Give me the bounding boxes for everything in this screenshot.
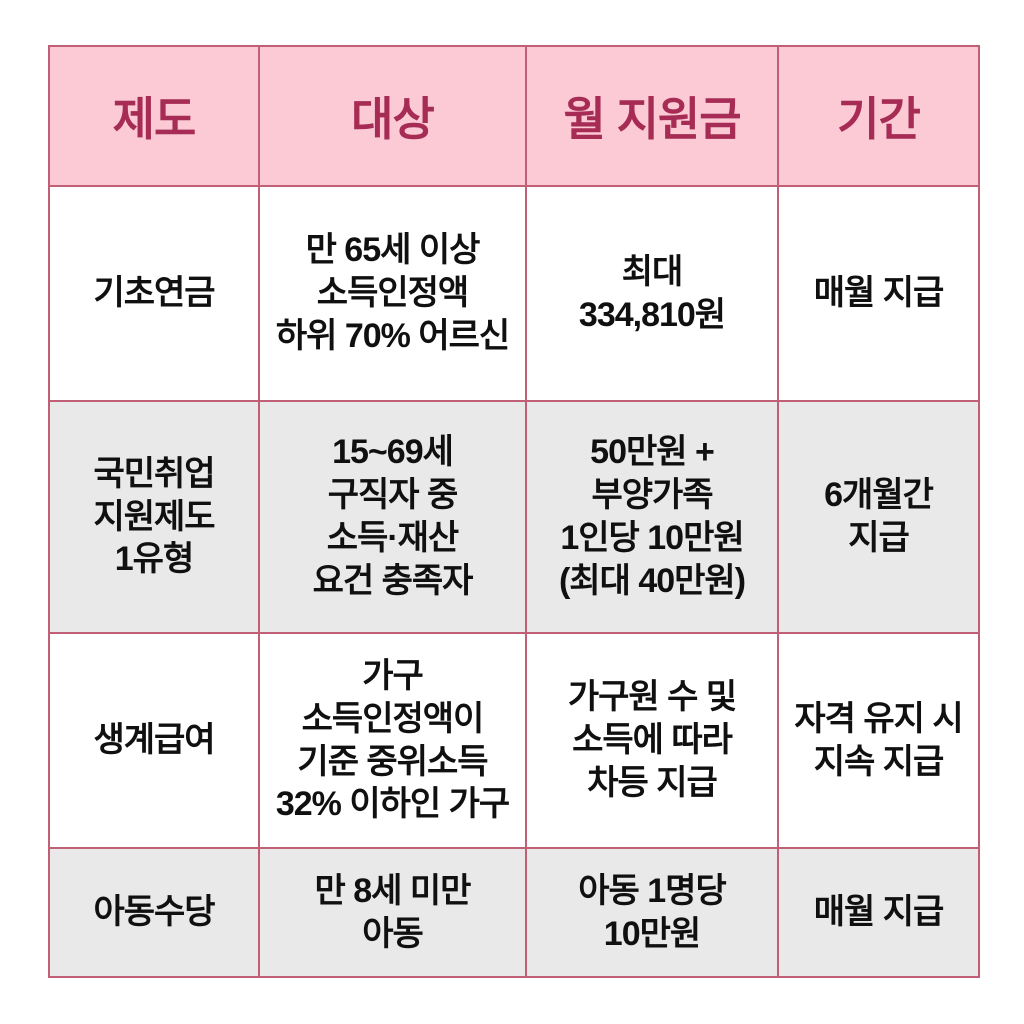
header-period: 기간 (777, 45, 980, 187)
cell-target: 만 65세 이상 소득인정액 하위 70% 어르신 (258, 185, 527, 402)
table-row-employment-support: 국민취업 지원제도 1유형 15~69세 구직자 중 소득·재산 요건 충족자 … (48, 400, 980, 634)
cell-program: 기초연금 (48, 185, 260, 402)
cell-period: 자격 유지 시 지속 지급 (777, 632, 980, 849)
cell-program: 생계급여 (48, 632, 260, 849)
cell-amount: 가구원 수 및 소득에 따라 차등 지급 (525, 632, 779, 849)
cell-period: 6개월간 지급 (777, 400, 980, 634)
cell-program: 아동수당 (48, 847, 260, 978)
cell-period: 매월 지급 (777, 847, 980, 978)
header-monthly-amount: 월 지원금 (525, 45, 779, 187)
cell-target: 15~69세 구직자 중 소득·재산 요건 충족자 (258, 400, 527, 634)
cell-amount: 아동 1명당 10만원 (525, 847, 779, 978)
cell-target: 가구 소득인정액이 기준 중위소득 32% 이하인 가구 (258, 632, 527, 849)
header-row: 제도 대상 월 지원금 기간 (48, 45, 980, 187)
cell-period: 매월 지급 (777, 185, 980, 402)
table-row-basic-pension: 기초연금 만 65세 이상 소득인정액 하위 70% 어르신 최대 334,81… (48, 185, 980, 402)
cell-amount: 50만원 + 부양가족 1인당 10만원 (최대 40만원) (525, 400, 779, 634)
cell-program: 국민취업 지원제도 1유형 (48, 400, 260, 634)
cell-amount: 최대 334,810원 (525, 185, 779, 402)
benefits-table: 제도 대상 월 지원금 기간 기초연금 만 65세 이상 소득인정액 하위 70… (48, 45, 980, 978)
table-row-child-allowance: 아동수당 만 8세 미만 아동 아동 1명당 10만원 매월 지급 (48, 847, 980, 978)
cell-target: 만 8세 미만 아동 (258, 847, 527, 978)
header-target: 대상 (258, 45, 527, 187)
table-row-livelihood-benefit: 생계급여 가구 소득인정액이 기준 중위소득 32% 이하인 가구 가구원 수 … (48, 632, 980, 849)
header-program: 제도 (48, 45, 260, 187)
